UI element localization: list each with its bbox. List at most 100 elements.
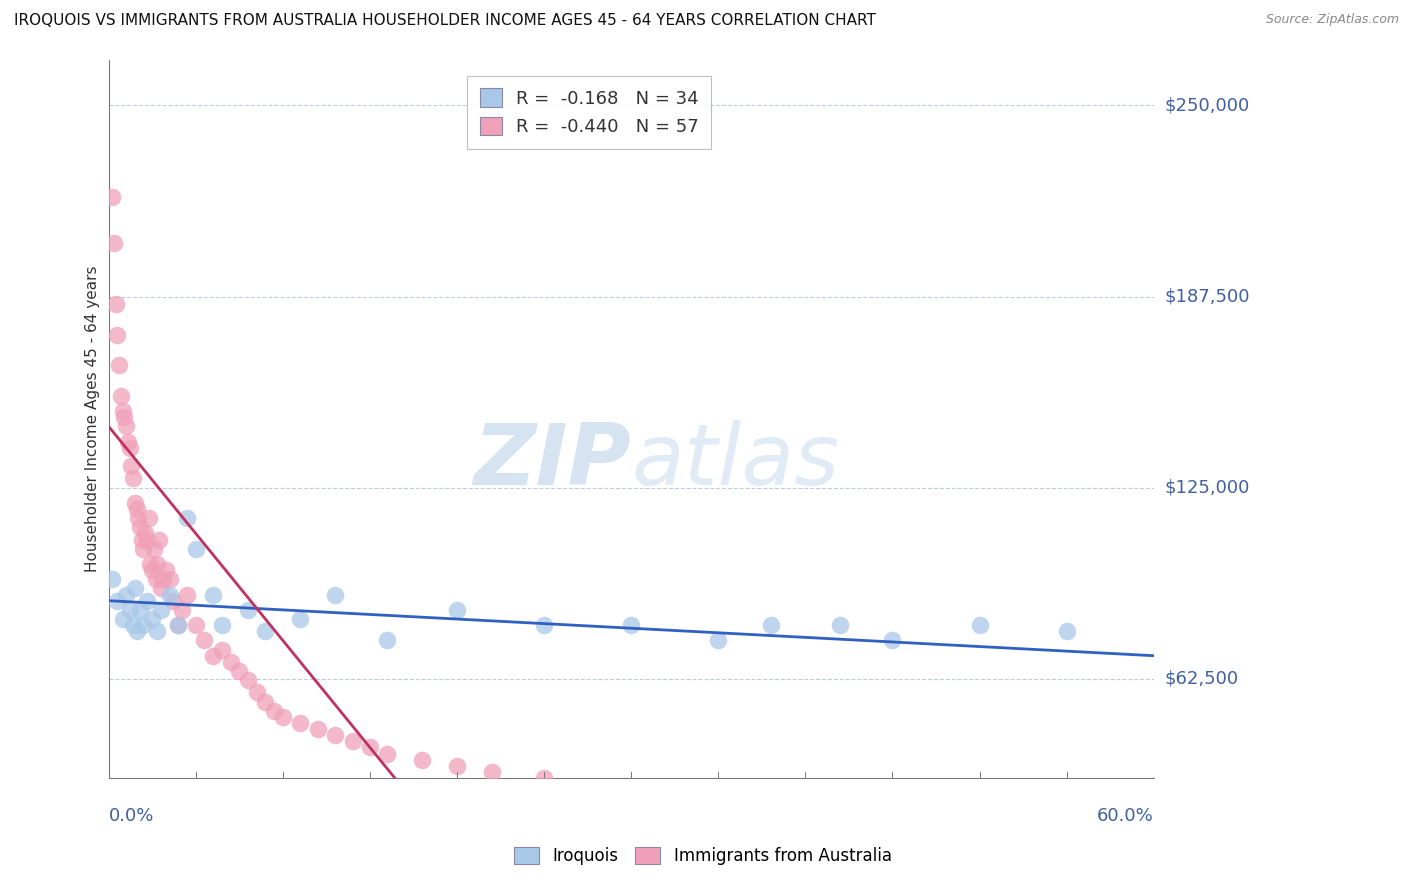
Point <box>105 327 128 342</box>
Point <box>202 588 225 602</box>
Point <box>411 753 433 767</box>
Point <box>134 526 156 541</box>
Point <box>446 603 468 617</box>
Point <box>142 541 165 556</box>
Text: $125,000: $125,000 <box>1166 479 1250 497</box>
Point <box>132 541 155 556</box>
Point <box>176 588 198 602</box>
Point <box>111 404 134 418</box>
Point <box>139 557 162 571</box>
Point <box>148 533 170 547</box>
Text: $187,500: $187,500 <box>1166 287 1250 306</box>
Point <box>136 533 159 547</box>
Point <box>184 618 207 632</box>
Point <box>290 612 312 626</box>
Point <box>219 655 242 669</box>
Point <box>202 648 225 663</box>
Point <box>129 603 152 617</box>
Y-axis label: Householder Income Ages 45 - 64 years: Householder Income Ages 45 - 64 years <box>86 266 100 572</box>
Point <box>115 419 138 434</box>
Point <box>167 618 190 632</box>
Point <box>132 618 155 632</box>
Point <box>152 572 174 586</box>
Point <box>1056 624 1078 639</box>
Point <box>211 642 233 657</box>
Point <box>323 588 346 602</box>
Point <box>176 511 198 525</box>
Point <box>236 673 259 688</box>
Point <box>211 618 233 632</box>
Text: ZIP: ZIP <box>474 420 631 503</box>
Point <box>193 633 215 648</box>
Point <box>359 740 381 755</box>
Point <box>342 734 364 748</box>
Point <box>882 633 904 648</box>
Point <box>136 593 159 607</box>
Point <box>141 563 163 577</box>
Point <box>533 618 555 632</box>
Point <box>101 572 124 586</box>
Point <box>159 572 181 586</box>
Point <box>290 716 312 731</box>
Point <box>271 710 294 724</box>
Point <box>167 618 190 632</box>
Point <box>759 618 782 632</box>
Point <box>830 618 852 632</box>
Point <box>149 582 172 596</box>
Legend: R =  -0.168   N = 34, R =  -0.440   N = 57: R = -0.168 N = 34, R = -0.440 N = 57 <box>467 76 711 149</box>
Point <box>131 533 153 547</box>
Point <box>254 624 277 639</box>
Point <box>162 593 184 607</box>
Point <box>103 235 125 250</box>
Point <box>125 502 148 516</box>
Point <box>263 704 285 718</box>
Point <box>104 297 127 311</box>
Point <box>101 190 124 204</box>
Text: 0.0%: 0.0% <box>108 806 155 825</box>
Point <box>125 624 148 639</box>
Point <box>127 511 149 525</box>
Legend: Iroquois, Immigrants from Australia: Iroquois, Immigrants from Australia <box>505 837 901 875</box>
Point <box>246 685 269 699</box>
Point <box>184 541 207 556</box>
Point <box>254 695 277 709</box>
Point <box>118 441 141 455</box>
Text: IROQUOIS VS IMMIGRANTS FROM AUSTRALIA HOUSEHOLDER INCOME AGES 45 - 64 YEARS CORR: IROQUOIS VS IMMIGRANTS FROM AUSTRALIA HO… <box>14 13 876 29</box>
Point <box>159 588 181 602</box>
Text: atlas: atlas <box>631 420 839 503</box>
Point <box>108 359 131 373</box>
Point <box>236 603 259 617</box>
Point <box>707 633 730 648</box>
Point <box>228 664 250 678</box>
Point <box>145 572 167 586</box>
Point <box>105 593 128 607</box>
Point <box>122 618 145 632</box>
Point <box>146 557 169 571</box>
Point <box>110 389 132 403</box>
Point <box>146 624 169 639</box>
Point <box>129 520 152 534</box>
Point <box>138 511 160 525</box>
Text: $62,500: $62,500 <box>1166 670 1239 688</box>
Point <box>969 618 991 632</box>
Point <box>112 410 135 425</box>
Point <box>124 582 146 596</box>
Point <box>111 612 134 626</box>
Point <box>117 434 139 449</box>
Point <box>307 722 329 736</box>
Point <box>149 603 172 617</box>
Point <box>122 471 145 485</box>
Point <box>323 728 346 742</box>
Point <box>481 764 503 779</box>
Text: $250,000: $250,000 <box>1166 96 1250 114</box>
Point <box>375 633 398 648</box>
Text: 60.0%: 60.0% <box>1097 806 1154 825</box>
Point <box>375 747 398 761</box>
Point <box>446 758 468 772</box>
Text: Source: ZipAtlas.com: Source: ZipAtlas.com <box>1265 13 1399 27</box>
Point <box>533 771 555 785</box>
Point <box>170 603 193 617</box>
Point <box>141 612 163 626</box>
Point <box>155 563 177 577</box>
Point <box>118 603 141 617</box>
